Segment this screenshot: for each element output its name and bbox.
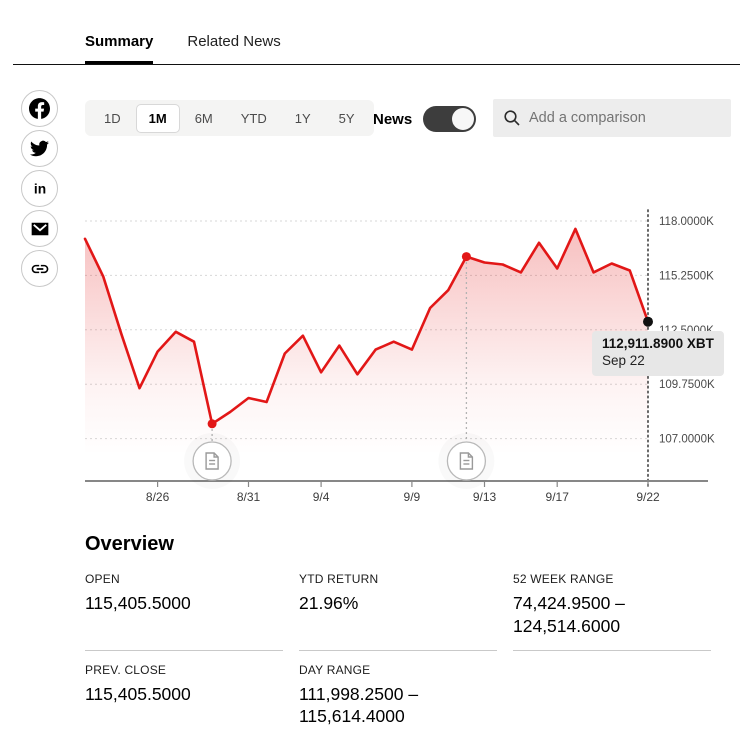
tooltip-price: 112,911.8900 XBT	[602, 336, 714, 351]
svg-text:107.0000K: 107.0000K	[659, 434, 715, 446]
stat-prev-close: PREV. CLOSE 115,405.5000	[85, 649, 283, 729]
news-toggle-control: News	[373, 106, 477, 132]
tab-related-news[interactable]: Related News	[187, 33, 281, 50]
stat-value: 111,998.2500 – 115,614.4000	[299, 683, 419, 727]
email-icon	[30, 219, 50, 239]
data-point-markers	[207, 252, 653, 429]
stat-52-week-range: 52 WEEK RANGE 74,424.9500 – 124,514.6000	[513, 572, 711, 650]
range-1y-button[interactable]: 1Y	[282, 104, 324, 133]
share-facebook-button[interactable]	[21, 90, 58, 127]
svg-text:118.0000K: 118.0000K	[659, 216, 714, 228]
search-icon	[503, 109, 521, 127]
stat-day-range: DAY RANGE 111,998.2500 – 115,614.4000	[299, 649, 497, 729]
svg-text:115.2500K: 115.2500K	[659, 270, 714, 282]
stat-value: 115,405.5000	[85, 593, 191, 613]
range-5y-button[interactable]: 5Y	[326, 104, 368, 133]
news-bubble-1[interactable]	[184, 433, 240, 489]
x-axis-ticks	[157, 481, 649, 487]
linkedin-icon: in	[29, 178, 51, 200]
stat-label: YTD RETURN	[299, 572, 379, 586]
social-share-rail: in	[21, 90, 58, 287]
stat-label: OPEN	[85, 572, 120, 586]
stat-value: 21.96%	[299, 593, 359, 613]
svg-text:8/26: 8/26	[146, 490, 170, 504]
stat-empty-cell	[513, 649, 711, 729]
facebook-icon	[29, 98, 50, 119]
news-toggle-switch[interactable]	[423, 106, 477, 132]
time-range-selector: 1D 1M 6M YTD 1Y 5Y	[85, 100, 374, 136]
link-icon	[30, 259, 50, 279]
svg-text:9/17: 9/17	[546, 490, 570, 504]
overview-stats: OPEN 115,405.5000 YTD RETURN 21.96% 52 W…	[85, 572, 711, 728]
share-email-button[interactable]	[21, 210, 58, 247]
price-line	[83, 227, 650, 426]
tab-bar: Summary Related News	[85, 33, 281, 65]
stat-ytd-return: YTD RETURN 21.96%	[299, 572, 497, 650]
stat-label: DAY RANGE	[299, 662, 371, 677]
svg-text:in: in	[33, 181, 45, 196]
range-6m-button[interactable]: 6M	[182, 104, 226, 133]
header-divider	[13, 64, 740, 65]
price-area-fill	[85, 228, 648, 481]
range-1d-button[interactable]: 1D	[91, 104, 134, 133]
document-icon	[459, 452, 474, 470]
range-1m-button[interactable]: 1M	[135, 103, 180, 133]
stat-value: 74,424.9500 – 124,514.6000	[513, 593, 625, 636]
news-bubble-2[interactable]	[438, 433, 494, 489]
comparison-search-input[interactable]	[529, 110, 721, 126]
svg-text:109.7500K: 109.7500K	[659, 379, 715, 391]
svg-text:8/31: 8/31	[237, 490, 261, 504]
stat-label: PREV. CLOSE	[85, 662, 167, 677]
document-icon	[205, 452, 219, 470]
stat-label: 52 WEEK RANGE	[513, 572, 614, 586]
stat-value: 115,405.5000	[85, 683, 191, 704]
copy-link-button[interactable]	[21, 250, 58, 287]
price-tooltip: 112,911.8900 XBT Sep 22	[592, 331, 724, 376]
svg-text:9/9: 9/9	[404, 490, 421, 504]
twitter-icon	[30, 139, 49, 158]
range-ytd-button[interactable]: YTD	[228, 104, 280, 133]
svg-text:9/13: 9/13	[473, 490, 497, 504]
toggle-knob	[452, 108, 475, 130]
tab-summary[interactable]: Summary	[85, 33, 154, 65]
share-linkedin-button[interactable]: in	[21, 170, 58, 207]
news-connector-lines	[211, 262, 468, 441]
stat-open: OPEN 115,405.5000	[85, 572, 283, 650]
overview-title: Overview	[85, 533, 174, 555]
comparison-search	[493, 99, 731, 137]
share-twitter-button[interactable]	[21, 130, 58, 167]
x-axis-labels: 8/26 8/31 9/4 9/9 9/13 9/17 9/22	[146, 490, 660, 504]
news-toggle-label: News	[373, 110, 413, 128]
svg-text:9/4: 9/4	[313, 490, 330, 504]
price-chart[interactable]: 8/26 8/31 9/4 9/9 9/13 9/17 9/22 118.000…	[0, 150, 749, 510]
svg-text:9/22: 9/22	[636, 490, 660, 504]
tooltip-date: Sep 22	[602, 352, 645, 368]
